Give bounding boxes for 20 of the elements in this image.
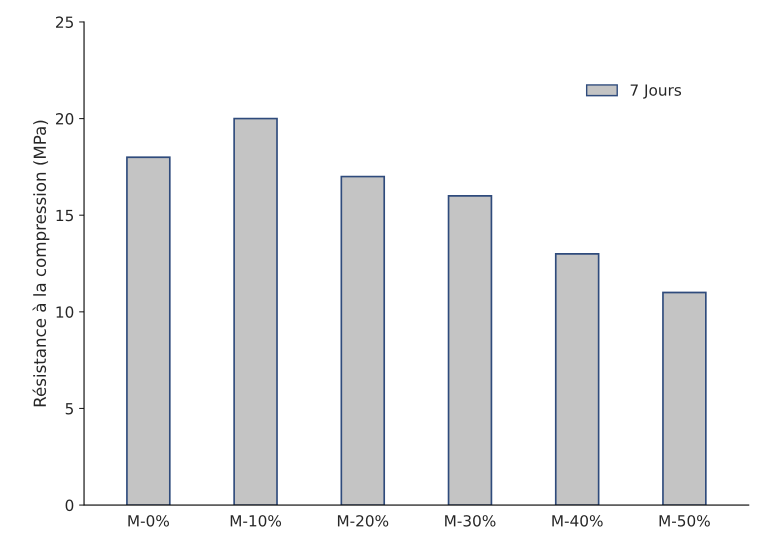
y-tick-label: 15: [56, 210, 73, 222]
x-tick-label: M-50%: [660, 515, 710, 527]
x-tick-label: M-40%: [552, 515, 603, 527]
bar: [554, 253, 600, 506]
bar: [233, 118, 278, 506]
y-tick-label: 5: [66, 403, 73, 414]
y-tick-label: 10: [56, 306, 74, 318]
x-tick-label: M-0%: [128, 515, 169, 527]
legend-label: 7 Jours: [630, 84, 682, 99]
y-axis-title: Résistance à la compression (MPa): [32, 120, 50, 406]
x-tick-label: M-30%: [445, 515, 496, 527]
bar: [126, 156, 171, 506]
bar: [448, 195, 492, 506]
y-tick-label: 0: [66, 500, 74, 512]
x-tick-label: M-20%: [338, 515, 388, 527]
y-tick-label: 25: [56, 16, 73, 28]
bar: [340, 176, 386, 506]
x-tick-label: M-10%: [230, 515, 282, 527]
y-tick-label: 20: [56, 113, 74, 125]
bar: [662, 292, 707, 506]
